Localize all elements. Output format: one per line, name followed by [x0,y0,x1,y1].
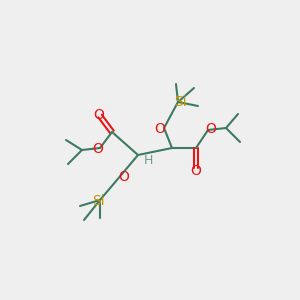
Text: O: O [93,142,104,156]
Text: O: O [94,108,104,122]
Text: H: H [143,154,153,167]
Text: Si: Si [174,95,186,109]
Text: O: O [118,170,129,184]
Text: O: O [154,122,165,136]
Text: O: O [190,164,201,178]
Text: Si: Si [92,194,104,208]
Text: O: O [206,122,216,136]
